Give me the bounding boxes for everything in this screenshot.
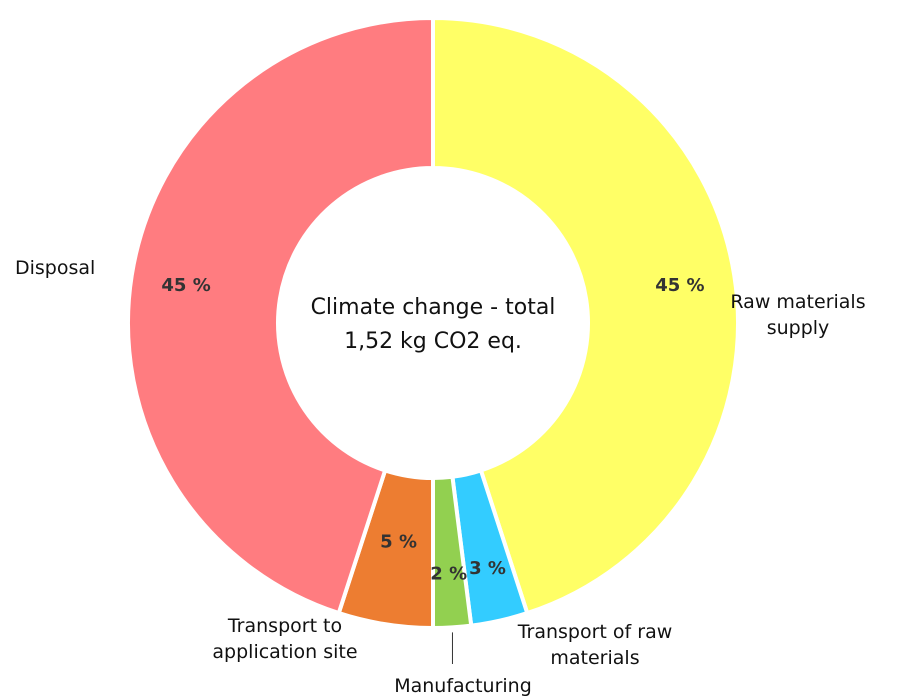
percent-labels: 45 % 3 %2 % 5 % 45 % (161, 275, 704, 585)
category-label-line: Raw materials (730, 291, 865, 313)
percent-label-manufacturing: 2 % (430, 564, 467, 585)
category-label-line: Transport to (227, 615, 342, 637)
category-labels: Raw materials supply Transport of raw mater… (15, 257, 866, 697)
category-label-line: Transport of raw (517, 621, 673, 643)
category-label-line: Manufacturing (394, 675, 532, 697)
category-label-transport-of-raw-materials: Transport of raw materials (517, 621, 673, 669)
slice-disposal (126, 15, 435, 616)
category-label-line: application site (212, 641, 357, 663)
category-label-manufacturing: Manufacturing (394, 675, 532, 697)
category-label-raw-materials-supply: Raw materials supply (730, 291, 865, 339)
category-label-line: materials (550, 647, 639, 669)
category-label-line: Disposal (15, 257, 95, 279)
category-label-transport-to-application-site: Transport to application site (212, 615, 357, 663)
percent-label-transport-to-application-site: 5 % (380, 531, 417, 552)
slice-raw-materials-supply (431, 15, 740, 616)
percent-label-disposal: 45 % (161, 275, 210, 296)
percent-label-raw-materials-supply: 45 % (655, 275, 704, 296)
category-label-disposal: Disposal (15, 257, 95, 279)
slices (126, 15, 740, 631)
center-value: 1,52 kg CO2 eq. (344, 329, 522, 354)
category-label-line: supply (767, 317, 830, 339)
percent-label-transport-of-raw-materials: 3 % (469, 558, 506, 579)
center-title: Climate change - total (311, 295, 556, 320)
